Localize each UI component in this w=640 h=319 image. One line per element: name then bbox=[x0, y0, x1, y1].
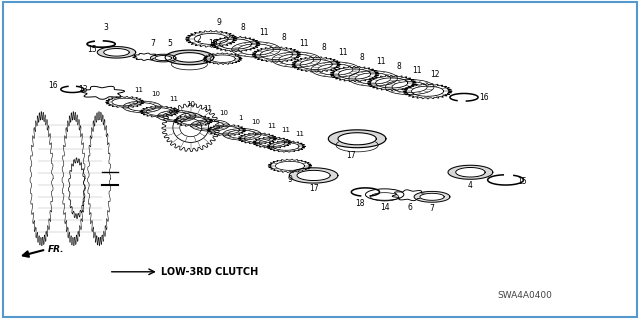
Polygon shape bbox=[338, 133, 376, 145]
Polygon shape bbox=[328, 130, 386, 148]
Text: 12: 12 bbox=[431, 70, 440, 79]
Text: 11: 11 bbox=[282, 127, 291, 133]
Text: 11: 11 bbox=[267, 123, 276, 129]
Text: 18: 18 bbox=[355, 199, 364, 208]
Text: 8: 8 bbox=[360, 53, 365, 62]
Text: 11: 11 bbox=[203, 105, 212, 111]
Text: 15: 15 bbox=[517, 177, 527, 186]
Text: 14: 14 bbox=[380, 203, 390, 212]
Text: 3: 3 bbox=[103, 23, 108, 32]
Text: 7: 7 bbox=[150, 39, 155, 48]
Text: 11: 11 bbox=[134, 86, 143, 93]
Text: 11: 11 bbox=[300, 39, 308, 48]
Text: 6: 6 bbox=[408, 203, 413, 211]
Text: 10: 10 bbox=[252, 119, 260, 125]
Text: 13: 13 bbox=[79, 85, 88, 94]
Polygon shape bbox=[448, 165, 493, 179]
Text: 16: 16 bbox=[479, 93, 488, 102]
Text: 10: 10 bbox=[220, 110, 228, 116]
Polygon shape bbox=[420, 193, 444, 200]
Text: 9: 9 bbox=[216, 18, 221, 27]
Text: 11: 11 bbox=[259, 28, 268, 37]
Text: 10: 10 bbox=[152, 91, 161, 97]
Text: LOW-3RD CLUTCH: LOW-3RD CLUTCH bbox=[161, 267, 259, 277]
Text: 11: 11 bbox=[296, 131, 305, 137]
Text: 5: 5 bbox=[167, 39, 172, 48]
Polygon shape bbox=[289, 168, 338, 183]
Text: 8: 8 bbox=[282, 33, 287, 42]
Text: 16: 16 bbox=[48, 81, 58, 90]
Polygon shape bbox=[414, 191, 450, 202]
Polygon shape bbox=[104, 48, 129, 56]
Text: 11: 11 bbox=[376, 57, 385, 66]
Text: 1: 1 bbox=[238, 115, 243, 121]
Text: 17: 17 bbox=[308, 184, 319, 193]
Text: 9: 9 bbox=[287, 175, 292, 184]
Polygon shape bbox=[165, 50, 214, 65]
Text: SWA4A0400: SWA4A0400 bbox=[497, 291, 552, 300]
Polygon shape bbox=[155, 56, 172, 61]
Polygon shape bbox=[173, 53, 205, 62]
Text: 11: 11 bbox=[413, 66, 422, 75]
Polygon shape bbox=[97, 47, 136, 58]
Text: 8: 8 bbox=[397, 62, 402, 71]
Text: 4: 4 bbox=[468, 181, 473, 190]
Text: 8: 8 bbox=[241, 23, 246, 32]
Text: 7: 7 bbox=[429, 204, 435, 213]
Text: 11: 11 bbox=[169, 96, 178, 102]
Polygon shape bbox=[297, 170, 330, 181]
Text: 2: 2 bbox=[196, 35, 201, 44]
Polygon shape bbox=[456, 167, 485, 177]
Polygon shape bbox=[150, 54, 176, 62]
Text: 8: 8 bbox=[321, 43, 326, 52]
Text: 10: 10 bbox=[186, 100, 195, 107]
Text: 11: 11 bbox=[339, 48, 348, 57]
Text: 15: 15 bbox=[86, 45, 97, 54]
Text: FR.: FR. bbox=[48, 245, 65, 254]
Text: 17: 17 bbox=[346, 151, 356, 160]
Text: 19: 19 bbox=[208, 39, 218, 48]
